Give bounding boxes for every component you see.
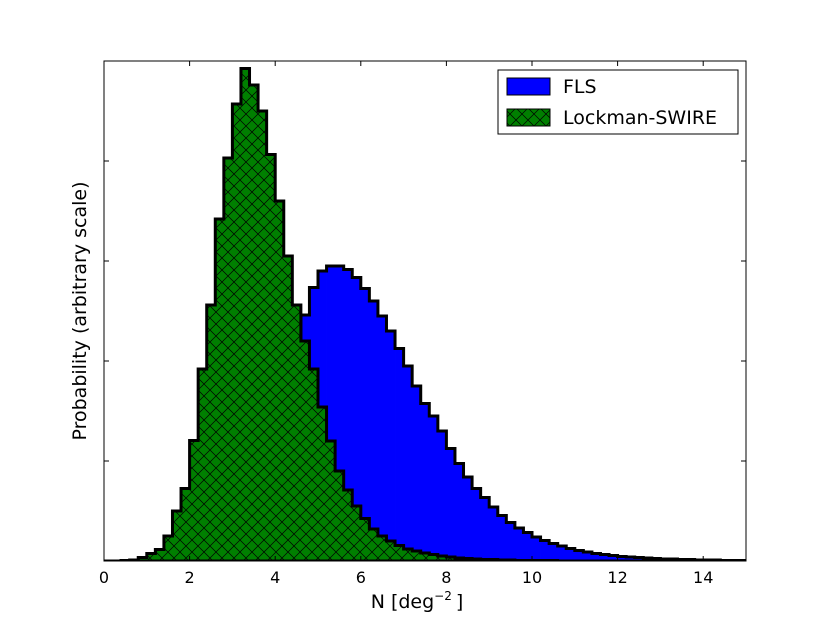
ticks-layer: 0 2 4 6 8 10 12 14 (99, 60, 746, 587)
series-layer (104, 67, 746, 561)
bin-bar-fls (566, 548, 576, 561)
bin-bar-fls (617, 556, 627, 561)
step-outline-lockman-swire (104, 67, 746, 561)
series-lockman-swire (104, 67, 746, 561)
bin-bar-fls (403, 366, 413, 561)
bin-bar-fls (352, 277, 362, 561)
bin-bar-fls (591, 553, 601, 561)
bin-bar-fls (549, 543, 559, 561)
bin-bar-fls (360, 288, 370, 561)
bin-bar-fls (369, 301, 379, 561)
legend: FLS Lockman-SWIRE (497, 69, 739, 135)
bin-bar-fls (480, 497, 490, 561)
bin-bar-fls (420, 403, 430, 561)
bin-bar-fls (454, 463, 464, 561)
y-axis-label: Probability (arbitrary scale) (69, 181, 91, 440)
bin-bar-fls (377, 316, 387, 561)
bin-bar-fls (634, 557, 644, 561)
x-axis-label-sup: −2 (434, 589, 452, 603)
bin-bar-fls (343, 269, 353, 561)
x-axis-label-text: N [deg (371, 591, 434, 613)
x-tick-label: 8 (441, 568, 451, 587)
legend-label-fls: FLS (563, 76, 597, 98)
bin-bar-fls (523, 532, 533, 561)
bin-bar-fls (335, 266, 345, 561)
x-tick-label: 0 (99, 568, 109, 587)
bin-bar-fls (437, 431, 447, 561)
x-tick-label: 2 (185, 568, 195, 587)
bin-bar-fls (532, 537, 541, 561)
bin-bar-fls (626, 557, 636, 561)
bin-bar-fls (583, 552, 593, 561)
legend-swatch-lockman-swire-hatch (507, 109, 550, 126)
x-axis-label: N [deg−2] (371, 589, 464, 613)
x-tick-label: 12 (607, 568, 627, 587)
x-tick-label: 10 (522, 568, 542, 587)
bin-bar-fls (463, 477, 473, 561)
legend-label-lockman-swire: Lockman-SWIRE (563, 107, 717, 129)
bin-bar-fls (429, 416, 439, 561)
bin-bar-fls (600, 554, 610, 561)
bin-bar-fls (557, 546, 567, 561)
bin-bar-fls (506, 522, 516, 561)
bin-bar-fls (326, 266, 336, 561)
bin-bar-fls (514, 528, 524, 561)
x-axis-label-suffix: ] (456, 591, 463, 613)
bin-bar-fls (472, 488, 482, 561)
bin-bar-fls (386, 331, 396, 561)
legend-swatch-fls (506, 77, 551, 96)
x-tick-label: 6 (356, 568, 366, 587)
bin-bar-fls (574, 550, 584, 561)
bin-bar-fls (446, 448, 456, 561)
bin-bar-fls (540, 540, 550, 561)
bin-bar-fls (609, 555, 618, 561)
bin-bar-fls (497, 515, 507, 561)
x-tick-label: 14 (693, 568, 713, 587)
bin-bar-fls (489, 507, 499, 561)
hatch-fill-lockman-swire (104, 68, 746, 561)
bin-bar-fls (412, 386, 422, 561)
plot-frame (103, 60, 747, 562)
bin-bar-fls (395, 348, 404, 561)
x-tick-label: 4 (270, 568, 280, 587)
